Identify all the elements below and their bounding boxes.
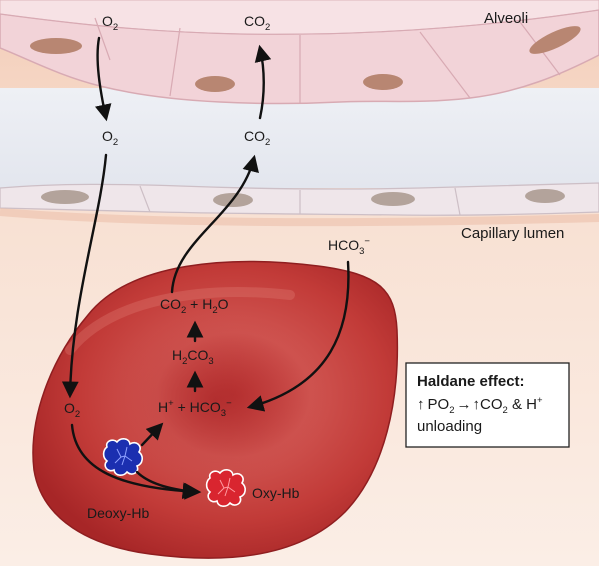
alveoli-label: Alveoli xyxy=(484,10,528,27)
alveolar-wall xyxy=(0,0,599,105)
o2-binding-arrow xyxy=(70,423,202,500)
endothelial-nucleus xyxy=(371,192,415,206)
haldane-effect-box: Haldane effect: ↑ PO2 →↑CO2 & H+ unloading xyxy=(405,362,570,448)
deoxy-hemoglobin-icon xyxy=(102,438,143,476)
o2-interstitium-label: O2 xyxy=(102,128,118,148)
endothelial-nucleus xyxy=(525,189,565,203)
hco3-plasma-label: HCO3− xyxy=(328,236,370,257)
alveolar-cell-nucleus xyxy=(529,26,581,54)
co2-interstitium-label: CO2 xyxy=(244,128,270,148)
hco3-uptake-arrow xyxy=(246,260,350,412)
co2-exhale-arrow xyxy=(254,44,272,120)
deoxy-to-oxy-arrow xyxy=(135,470,200,500)
haldane-unloading: unloading xyxy=(417,418,482,435)
red-blood-cell xyxy=(32,260,399,559)
oxy-hb-label: Oxy-Hb xyxy=(252,485,300,501)
alveolar-cell-nucleus xyxy=(363,74,403,90)
co2-h2o-label: CO2 + H2O xyxy=(160,296,229,316)
haldane-equation: ↑ PO2 →↑CO2 & H+ xyxy=(417,395,543,416)
h-release-arrow xyxy=(140,422,164,447)
alveolar-cell-nucleus xyxy=(195,76,235,92)
deoxy-hb-label: Deoxy-Hb xyxy=(87,505,149,521)
o2-rbc-label: O2 xyxy=(64,400,80,420)
h2co3-label: H2CO3 xyxy=(172,347,214,367)
o2-alveolus-label: O2 xyxy=(102,13,118,33)
capillary-lumen-label: Capillary lumen xyxy=(461,225,564,242)
reaction-arrows xyxy=(61,36,350,500)
alveolar-cell-nucleus xyxy=(30,38,82,54)
co2-out-of-rbc-arrow xyxy=(170,154,259,294)
co2-alveolus-label: CO2 xyxy=(244,13,270,33)
endothelial-nucleus xyxy=(41,190,89,204)
h-hco3-label: H+ + HCO3− xyxy=(158,398,232,419)
o2-into-rbc-arrow xyxy=(61,153,108,399)
oxy-hemoglobin-icon xyxy=(205,469,246,507)
haldane-title: Haldane effect: xyxy=(417,373,525,390)
o2-diffusion-arrow xyxy=(94,36,112,122)
